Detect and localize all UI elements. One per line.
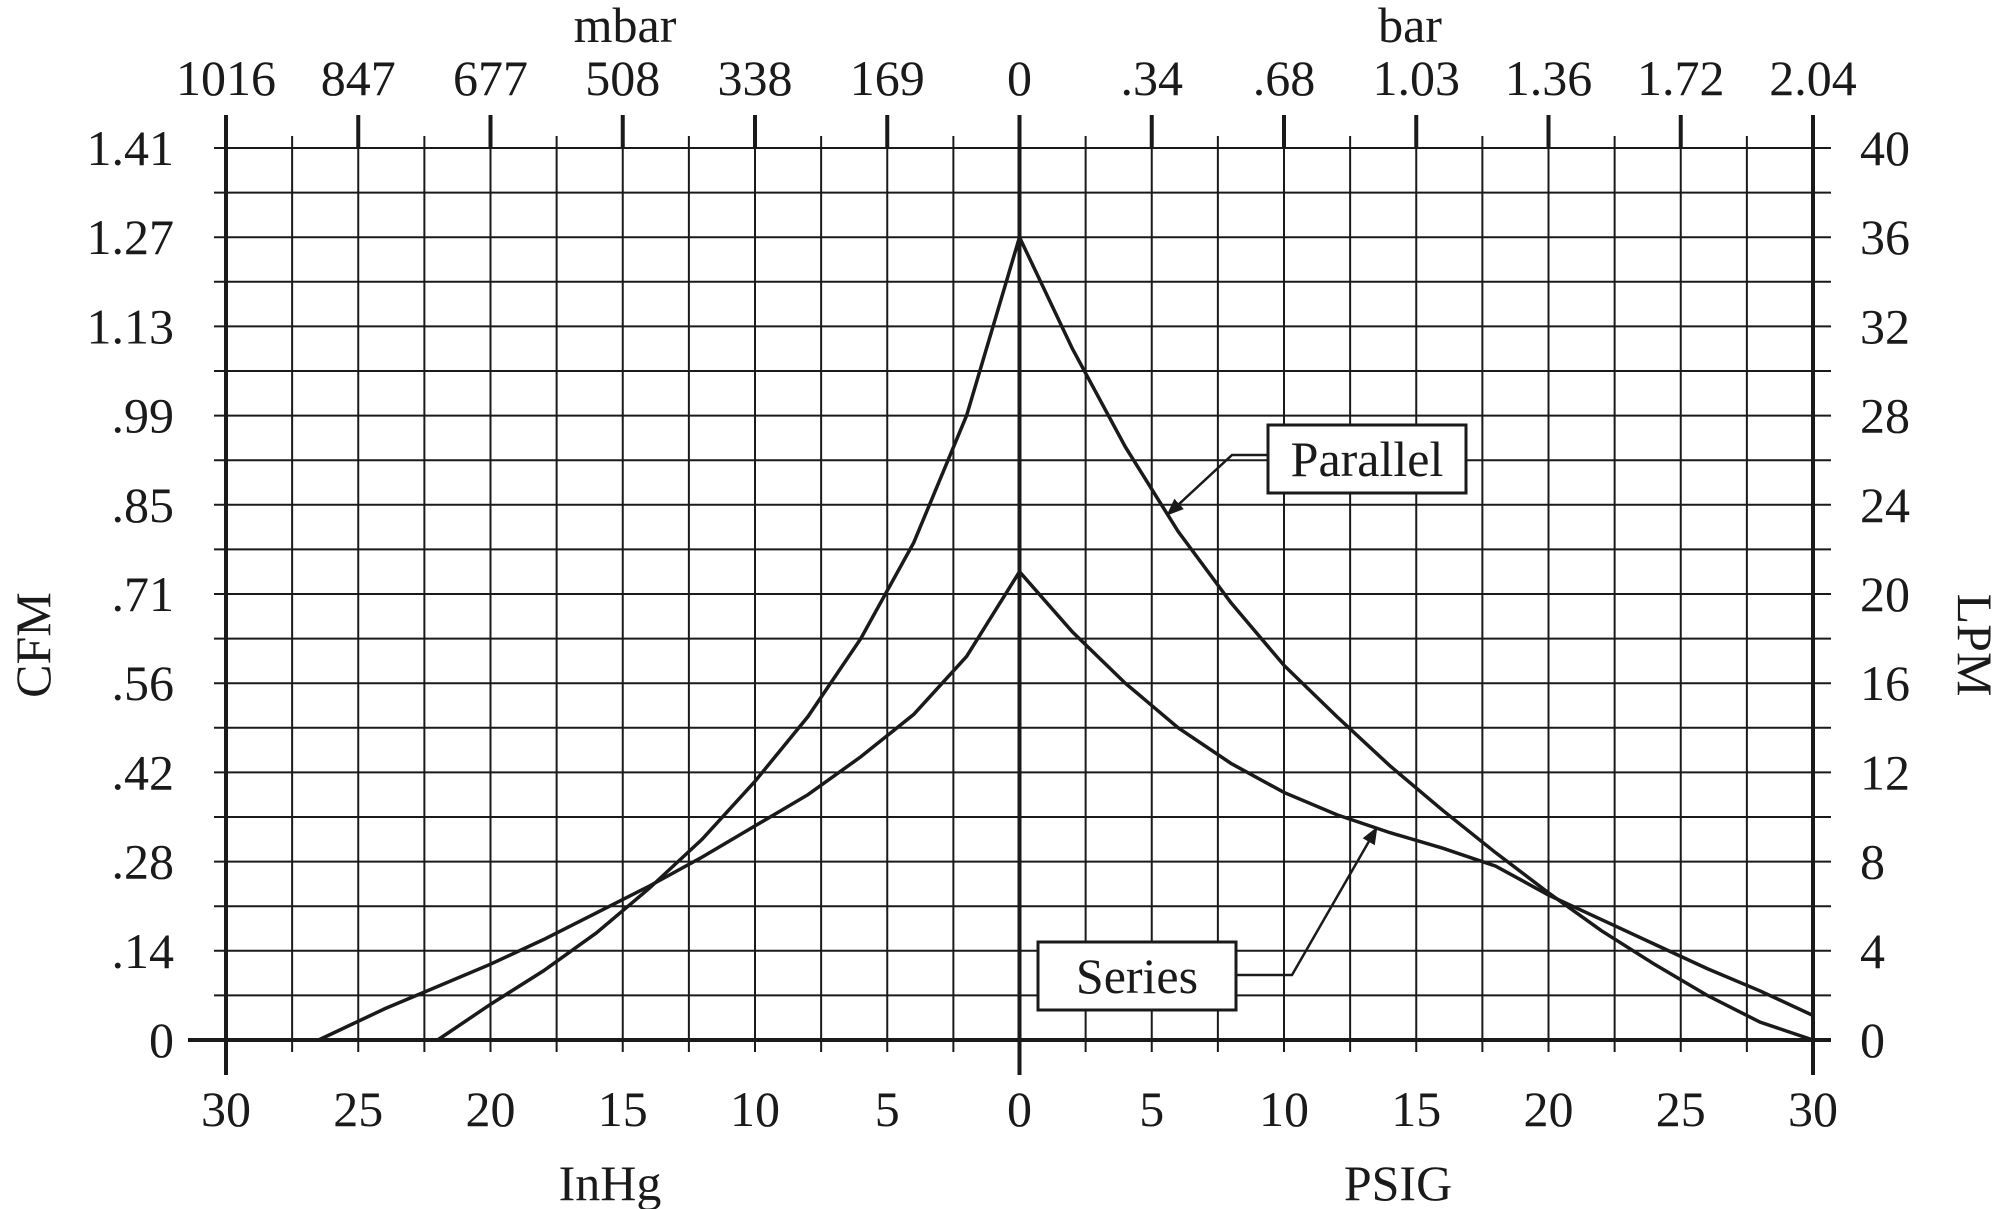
callout-label-parallel: Parallel <box>1291 431 1444 487</box>
top-tick-label: 1.72 <box>1637 50 1725 106</box>
tick-labels: 30 25 20 15 10 5 0 5 10 15 20 25 30 1016 847 677 508 338 1… <box>87 50 1911 1137</box>
right-tick-label: 0 <box>1860 1012 1885 1068</box>
callout-box-parallel <box>1266 423 1468 495</box>
right-tick-label: 4 <box>1860 923 1885 979</box>
left-tick-label: .56 <box>112 655 175 711</box>
bottom-tick-label: 15 <box>1391 1081 1441 1137</box>
right-tick-label: 24 <box>1860 477 1910 533</box>
callout-arrow-series <box>1236 826 1378 977</box>
top-tick-label: 1.36 <box>1505 50 1593 106</box>
bottom-tick-label: 30 <box>201 1081 251 1137</box>
left-tick-label: 1.41 <box>87 120 175 176</box>
bottom-tick-label: 30 <box>1788 1081 1838 1137</box>
curves <box>317 232 1814 1042</box>
left-tick-label: .28 <box>112 834 175 890</box>
bottom-tick-label: 15 <box>598 1081 648 1137</box>
right-tick-label: 28 <box>1860 388 1910 444</box>
bottom-tick-label: 25 <box>333 1081 383 1137</box>
right-tick-label: 40 <box>1860 120 1910 176</box>
callout-arrow-parallel <box>1166 453 1268 516</box>
left-tick-label: 0 <box>149 1012 174 1068</box>
top-tick-label: .68 <box>1253 50 1316 106</box>
top-tick-label: 508 <box>585 50 660 106</box>
bottom-tick-label: 5 <box>1139 1081 1164 1137</box>
bottom-tick-label: 0 <box>1007 1081 1032 1137</box>
bottom-tick-label: 20 <box>466 1081 516 1137</box>
top-right-unit-label: bar <box>1378 0 1442 53</box>
left-tick-label: .14 <box>112 923 175 979</box>
right-tick-label: 20 <box>1860 566 1910 622</box>
right-unit-label: LPM <box>1947 594 2003 697</box>
series-line-series <box>317 568 1814 1042</box>
top-tick-label: .34 <box>1121 50 1184 106</box>
series-line-parallel <box>436 232 1814 1042</box>
left-tick-label: .42 <box>112 744 175 800</box>
bottom-tick-label: 25 <box>1656 1081 1706 1137</box>
right-tick-label: 12 <box>1860 744 1910 800</box>
left-tick-label: 1.13 <box>87 298 175 354</box>
axes <box>188 115 1831 1075</box>
bottom-tick-label: 10 <box>730 1081 780 1137</box>
left-tick-label: 1.27 <box>87 209 175 265</box>
top-tick-label: 1016 <box>176 50 276 106</box>
bottom-tick-label: 10 <box>1259 1081 1309 1137</box>
right-tick-label: 36 <box>1860 209 1910 265</box>
top-tick-label: 1.03 <box>1373 50 1461 106</box>
right-tick-label: 16 <box>1860 655 1910 711</box>
left-tick-label: .85 <box>112 477 175 533</box>
top-tick-label: 677 <box>453 50 528 106</box>
left-unit-label: CFM <box>5 592 61 698</box>
right-tick-label: 8 <box>1860 834 1885 890</box>
top-left-unit-label: mbar <box>574 0 677 53</box>
left-tick-label: .71 <box>112 566 175 622</box>
top-tick-label: 338 <box>718 50 793 106</box>
bottom-tick-label: 5 <box>875 1081 900 1137</box>
top-tick-label: 169 <box>850 50 925 106</box>
bottom-left-unit-label: InHg <box>559 1155 662 1209</box>
callout-label-series: Series <box>1076 948 1198 1004</box>
top-tick-label: 2.04 <box>1769 50 1857 106</box>
left-tick-label: .99 <box>112 388 175 444</box>
bottom-right-unit-label: PSIG <box>1344 1155 1452 1209</box>
bottom-tick-label: 20 <box>1524 1081 1574 1137</box>
top-tick-label: 0 <box>1007 50 1032 106</box>
right-tick-label: 32 <box>1860 298 1910 354</box>
top-tick-label: 847 <box>321 50 396 106</box>
callouts: Parallel Series <box>1036 423 1468 1012</box>
